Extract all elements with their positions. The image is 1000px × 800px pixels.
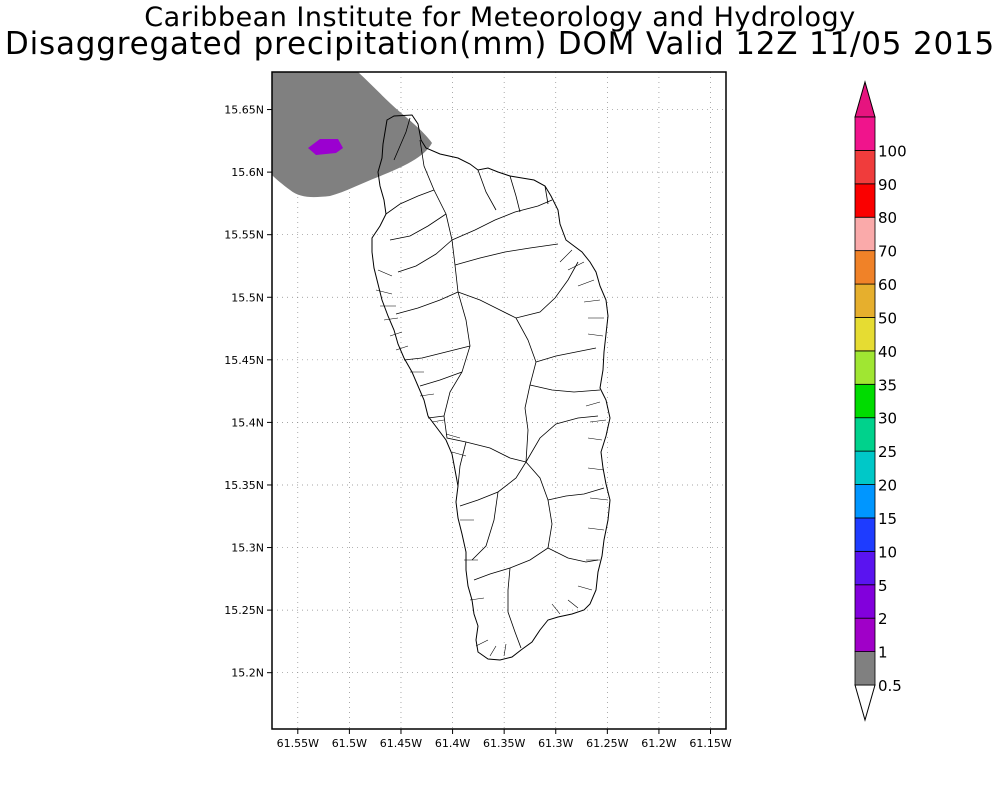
colorbar-label: 0.5 xyxy=(878,677,902,695)
lon-tick-label: 61.5W xyxy=(332,737,367,750)
colorbar-high-arrow xyxy=(854,80,876,118)
lat-tick-label: 15.35N xyxy=(224,479,264,492)
colorbar-label: 50 xyxy=(878,309,897,327)
colorbar-label: 60 xyxy=(878,276,897,294)
lat-tick-label: 15.25N xyxy=(224,604,264,617)
colorbar-swatch xyxy=(854,283,876,318)
lat-tick-label: 15.3N xyxy=(231,542,264,555)
colorbar-label: 80 xyxy=(878,209,897,227)
lon-tick-label: 61.15W xyxy=(689,737,731,750)
axis-ticks: 61.55W 61.5W 61.45W 61.4W 61.35W 61.3W 61.25W 6… xyxy=(224,104,732,750)
dominica-island-outline xyxy=(371,114,611,661)
colorbar-swatch xyxy=(854,383,876,419)
colorbar-label: 15 xyxy=(878,510,897,528)
colorbar-swatch xyxy=(854,450,876,485)
lon-tick-label: 61.2W xyxy=(641,737,676,750)
colorbar-label: 20 xyxy=(878,477,897,495)
lat-tick-label: 15.55N xyxy=(224,229,264,242)
colorbar-swatch xyxy=(854,484,876,519)
colorbar-label: 30 xyxy=(878,410,897,428)
lat-tick-label: 15.4N xyxy=(231,416,264,429)
map-frame xyxy=(271,71,727,730)
colorbar-swatch xyxy=(854,651,876,686)
lon-tick-label: 61.35W xyxy=(483,737,525,750)
lat-tick-label: 15.5N xyxy=(231,291,264,304)
lat-tick-label: 15.2N xyxy=(231,667,264,680)
title-line-1: Caribbean Institute for Meteorology and … xyxy=(144,2,856,33)
lon-tick-label: 61.55W xyxy=(277,737,319,750)
colorbar-swatch xyxy=(854,417,876,452)
colorbar-label: 100 xyxy=(878,142,907,160)
colorbar-label: 35 xyxy=(878,376,897,394)
lat-tick-label: 15.6N xyxy=(231,166,264,179)
lon-tick-label: 61.45W xyxy=(380,737,422,750)
colorbar-swatch xyxy=(854,317,876,352)
colorbar-swatch xyxy=(854,150,876,185)
colorbar-label: 25 xyxy=(878,443,897,461)
colorbar-label: 1 xyxy=(878,644,888,662)
colorbar-label: 90 xyxy=(878,176,897,194)
colorbar-swatch xyxy=(854,183,876,218)
lat-tick-label: 15.45N xyxy=(224,354,264,367)
precip-area-1-2 xyxy=(308,139,343,155)
internal-boundaries xyxy=(385,117,605,649)
lat-tick-label: 15.65N xyxy=(224,104,264,117)
title-line-2: Disaggregated precipitation(mm) DOM Vali… xyxy=(4,26,996,62)
colorbar-label: 2 xyxy=(878,610,888,628)
colorbar-label: 70 xyxy=(878,243,897,261)
lon-tick-label: 61.4W xyxy=(435,737,470,750)
colorbar-swatch xyxy=(854,216,876,252)
colorbar-label: 40 xyxy=(878,343,897,361)
colorbar-label: 10 xyxy=(878,543,897,561)
lon-tick-label: 61.25W xyxy=(586,737,628,750)
colorbar-swatch xyxy=(854,116,876,151)
colorbar-low-arrow xyxy=(854,684,876,722)
colorbar-label: 5 xyxy=(878,577,888,595)
colorbar-swatch xyxy=(854,517,876,552)
colorbar-swatch xyxy=(854,584,876,619)
colorbar-swatch xyxy=(854,617,876,652)
colorbar-swatch xyxy=(854,250,876,285)
precip-area-0.5-1 xyxy=(272,72,432,198)
colorbar-swatch xyxy=(854,550,876,586)
colorbar-swatch xyxy=(854,350,876,385)
coastal-creeks xyxy=(375,249,609,657)
lon-tick-label: 61.3W xyxy=(538,737,573,750)
